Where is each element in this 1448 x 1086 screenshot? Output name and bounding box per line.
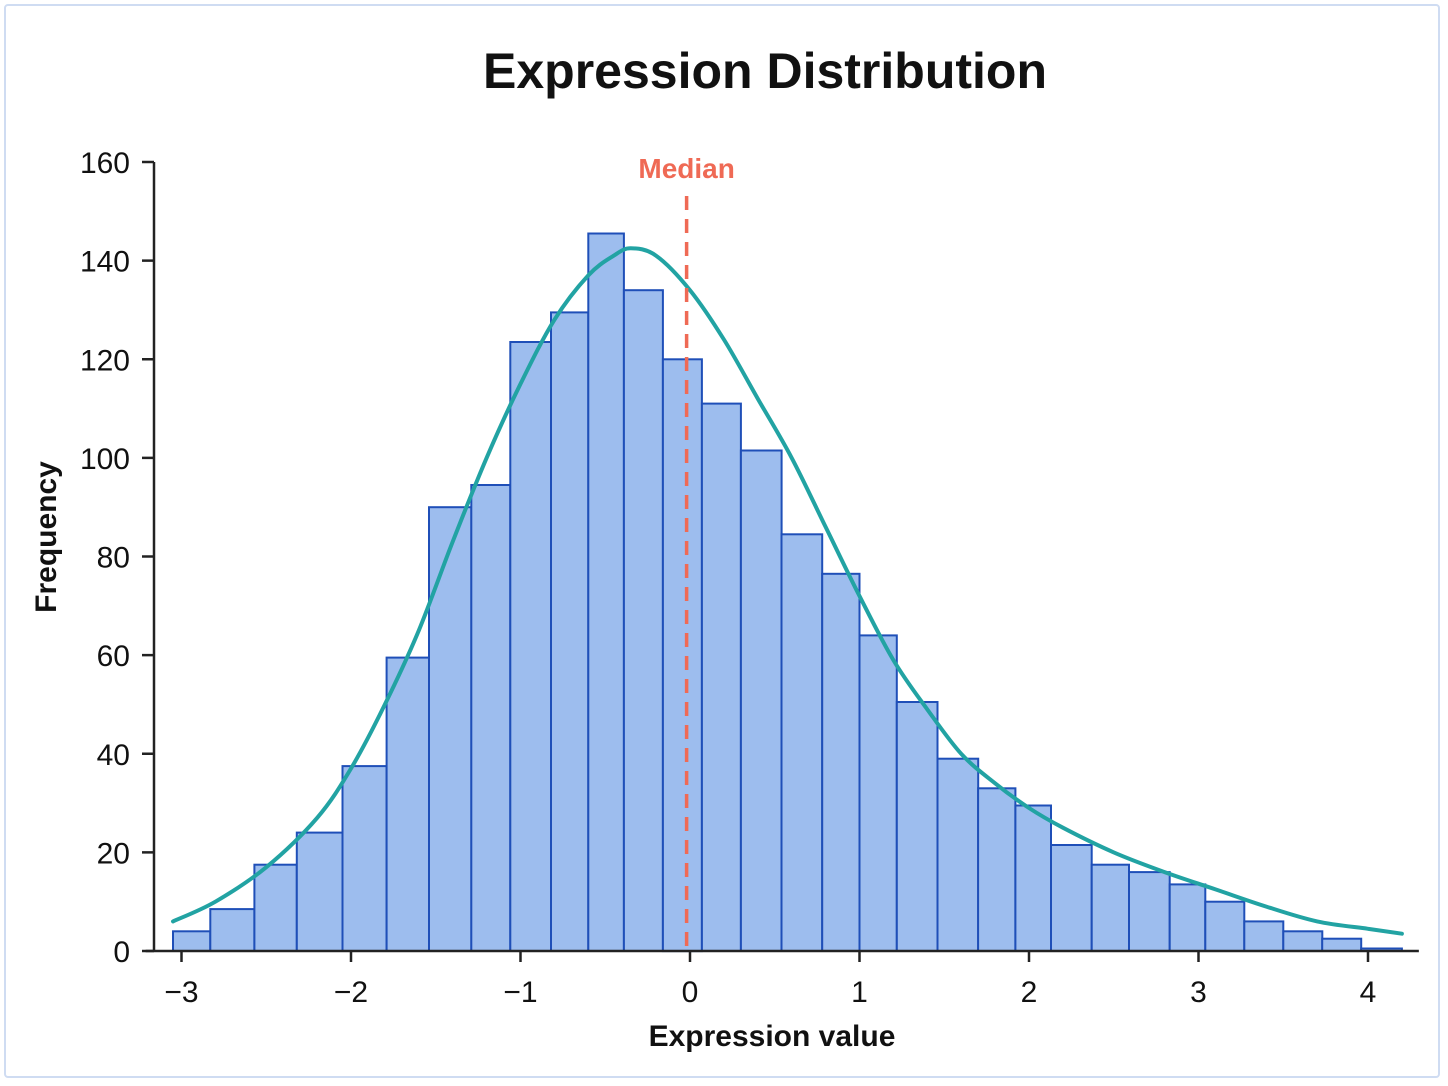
histogram-bar — [470, 484, 512, 952]
y-tick-label: 80 — [97, 542, 130, 575]
histogram-bar — [1014, 804, 1053, 952]
histogram-bar — [295, 831, 344, 952]
y-tick-label: 40 — [97, 739, 130, 772]
histogram-bar — [858, 634, 898, 953]
y-tick-label: 160 — [80, 147, 130, 180]
histogram-bar — [1050, 844, 1093, 952]
y-tick-label: 100 — [80, 443, 130, 476]
x-tick-label: 3 — [1190, 976, 1207, 1009]
x-tick-label: 2 — [1021, 976, 1038, 1009]
y-tick-label: 140 — [80, 246, 130, 279]
median-label: Median — [638, 153, 734, 184]
histogram-bar — [622, 289, 664, 952]
histogram-bar — [209, 908, 256, 952]
histogram-bar — [895, 701, 939, 952]
y-tick-label: 60 — [97, 640, 130, 673]
histogram-bar — [253, 863, 298, 953]
density-curve-group — [171, 246, 1404, 936]
y-axis-label: Frequency — [30, 461, 63, 613]
chart-title: Expression Distribution — [483, 43, 1047, 99]
x-tick-label: 1 — [851, 976, 868, 1009]
y-tick-label: 0 — [113, 936, 130, 969]
histogram-bar — [780, 533, 824, 952]
y-tick-label: 20 — [97, 837, 130, 870]
histogram-bar — [1204, 900, 1246, 953]
histogram-bar — [172, 930, 212, 952]
histogram-bar — [587, 232, 625, 952]
x-tick-label: −3 — [164, 976, 198, 1009]
histogram-bar — [977, 787, 1017, 952]
histogram-bar — [821, 572, 861, 952]
histogram-bar — [1282, 930, 1324, 952]
x-tick-label: −2 — [334, 976, 368, 1009]
x-axis-label: Expression value — [649, 1020, 896, 1053]
x-tick-label: −1 — [503, 976, 537, 1009]
histogram-bar — [1321, 937, 1363, 953]
histogram-bar — [700, 402, 742, 953]
histogram-bar — [661, 358, 703, 953]
histogram-bar — [428, 506, 473, 952]
x-tick-label: 4 — [1360, 976, 1377, 1009]
density-curve — [171, 246, 1404, 936]
histogram-bar — [936, 757, 980, 953]
histogram-bar — [1243, 920, 1285, 953]
histogram-bar — [509, 341, 552, 952]
histogram-bar — [550, 311, 590, 952]
histogram-bar — [739, 449, 783, 952]
histogram-bar — [1090, 863, 1130, 953]
histogram-bar — [385, 656, 431, 952]
histogram-bar — [341, 765, 388, 952]
y-tick-label: 120 — [80, 344, 130, 377]
histogram-bar — [1168, 883, 1207, 953]
x-tick-label: 0 — [682, 976, 699, 1009]
histogram-bar — [1128, 871, 1171, 952]
median-group: Median — [638, 153, 735, 951]
bars-group — [172, 232, 1403, 953]
